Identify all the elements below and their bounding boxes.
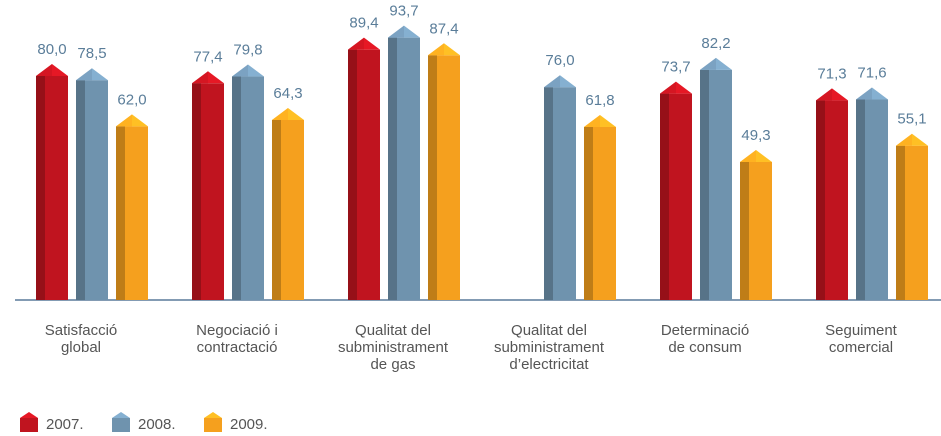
value-label: 89,4 <box>349 15 378 32</box>
bar-side <box>856 99 865 301</box>
bar-cap-left <box>36 64 52 76</box>
legend-swatch-cap <box>112 412 130 418</box>
value-label: 55,1 <box>897 111 926 128</box>
bar-side <box>700 69 709 300</box>
legend-label: 2008. <box>138 416 176 433</box>
bar-side <box>192 83 201 300</box>
value-label: 71,3 <box>817 65 846 82</box>
legend-swatch-cap <box>20 412 38 418</box>
bar-cap-left <box>896 133 912 146</box>
value-label: 77,4 <box>193 48 222 65</box>
bar-side <box>348 49 357 301</box>
bar-cap-left <box>348 37 364 50</box>
bar-side <box>896 145 905 300</box>
x-tick-label: Negociació i contractació <box>196 322 278 356</box>
value-label: 82,2 <box>701 35 730 52</box>
value-label: 71,6 <box>857 65 886 82</box>
value-label: 76,0 <box>545 52 574 69</box>
value-label: 78,5 <box>77 45 106 62</box>
legend-swatch <box>20 418 38 432</box>
value-label: 79,8 <box>233 42 262 59</box>
bar-side <box>584 126 593 301</box>
bar-side <box>232 76 241 300</box>
bar-side <box>544 87 553 300</box>
x-tick-label: Determinació de consum <box>660 322 750 356</box>
legend-swatch <box>204 418 222 432</box>
bar-cap-left <box>232 64 248 77</box>
x-tick-label: Qualitat del subministrament d’electrici… <box>493 322 605 373</box>
value-label: 80,0 <box>37 41 66 58</box>
bar-side <box>428 55 437 300</box>
bar-cap-left <box>856 87 872 100</box>
bar-side <box>740 161 749 300</box>
legend-label: 2007. <box>46 416 84 433</box>
bar-side <box>36 76 45 300</box>
value-label: 49,3 <box>741 127 770 144</box>
legend-label: 2009. <box>230 416 268 433</box>
legend-swatch <box>112 418 130 432</box>
x-tick-label: Seguiment comercial <box>825 322 897 356</box>
bar-side <box>116 126 125 301</box>
x-tick-label: Qualitat del subministrament de gas <box>337 322 449 373</box>
value-label: 64,3 <box>273 85 302 102</box>
bar-side <box>816 100 825 300</box>
bar-cap-left <box>700 57 716 70</box>
bar-side <box>76 80 85 300</box>
bar-side <box>388 37 397 300</box>
bar-side <box>272 119 281 301</box>
legend-swatch-cap <box>204 412 222 418</box>
bar-cap-left <box>544 75 560 88</box>
value-label: 61,8 <box>585 92 614 109</box>
bar-cap-left <box>116 114 132 127</box>
value-label: 87,4 <box>429 20 458 37</box>
bar-cap-left <box>272 107 288 120</box>
bar-cap-left <box>660 81 676 94</box>
value-label: 62,0 <box>117 91 146 108</box>
bar-cap-left <box>428 43 444 56</box>
bar-cap-left <box>192 71 208 84</box>
bar-side <box>660 93 669 300</box>
bar-cap-left <box>740 149 756 162</box>
bar-cap-left <box>816 88 832 101</box>
bar-cap-left <box>76 68 92 81</box>
value-label: 73,7 <box>661 59 690 76</box>
bar-cap-left <box>388 25 404 38</box>
x-tick-label: Satisfacció global <box>44 322 118 356</box>
value-label: 93,7 <box>389 3 418 20</box>
bar-cap-left <box>584 114 600 127</box>
